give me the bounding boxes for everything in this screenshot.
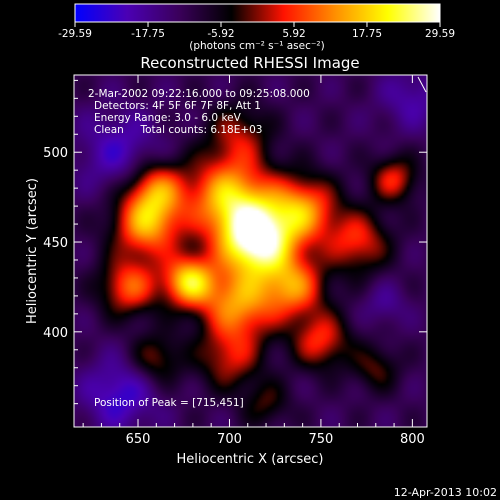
- colorbar-units-label: (photons cm⁻² s⁻¹ asec⁻²): [189, 40, 324, 52]
- x-axis-title: Heliocentric X (arcsec): [177, 452, 324, 467]
- annotation-detectors: Detectors: 4F 5F 6F 7F 8F, Att 1: [94, 100, 261, 112]
- corner-mark: [417, 76, 427, 93]
- x-tick-label: 700: [217, 432, 242, 447]
- annotation-block: 2-Mar-2002 09:22:16.000 to 09:25:08.000 …: [88, 88, 310, 136]
- x-tick-label: 800: [400, 432, 425, 447]
- annotation-energy-range: Energy Range: 3.0 - 6.0 keV: [94, 112, 242, 124]
- y-tick-label: 400: [43, 326, 68, 341]
- colorbar-ticks: -29.59 -17.75 -5.92 5.92 17.75 29.59: [58, 22, 455, 40]
- y-axis-title: Heliocentric Y (arcsec): [25, 178, 40, 324]
- colorbar-bar: [74, 3, 441, 23]
- plot-area: [74, 75, 427, 427]
- colorbar-tick-label: -5.92: [207, 28, 234, 40]
- x-tick-label: 650: [126, 432, 151, 447]
- y-tick-label: 500: [43, 146, 68, 161]
- annotation-clean-total-counts: Clean Total counts: 6.18E+03: [94, 124, 263, 136]
- colorbar: -29.59 -17.75 -5.92 5.92 17.75 29.59 (photons…: [58, 3, 455, 52]
- colorbar-tick-label: -17.75: [131, 28, 165, 40]
- date-stamp: 12-Apr-2013 10:02: [393, 486, 497, 499]
- colorbar-tick-label: 5.92: [282, 28, 305, 40]
- annotation-time-range: 2-Mar-2002 09:22:16.000 to 09:25:08.000: [88, 88, 310, 100]
- colorbar-tick-label: -29.59: [58, 28, 92, 40]
- heatmap-image: [74, 75, 427, 427]
- chart-title: Reconstructed RHESSI Image: [140, 54, 359, 72]
- peak-position-label: Position of Peak = [715,451]: [94, 397, 244, 409]
- plot-frame: [73, 74, 428, 428]
- colorbar-tick-label: 29.59: [425, 28, 455, 40]
- y-tick-label: 450: [43, 236, 68, 251]
- x-tick-label: 750: [309, 432, 334, 447]
- y-axis: 400 450 500: [43, 79, 427, 405]
- colorbar-tick-label: 17.75: [352, 28, 382, 40]
- x-axis: 650 700 750 800: [82, 75, 425, 447]
